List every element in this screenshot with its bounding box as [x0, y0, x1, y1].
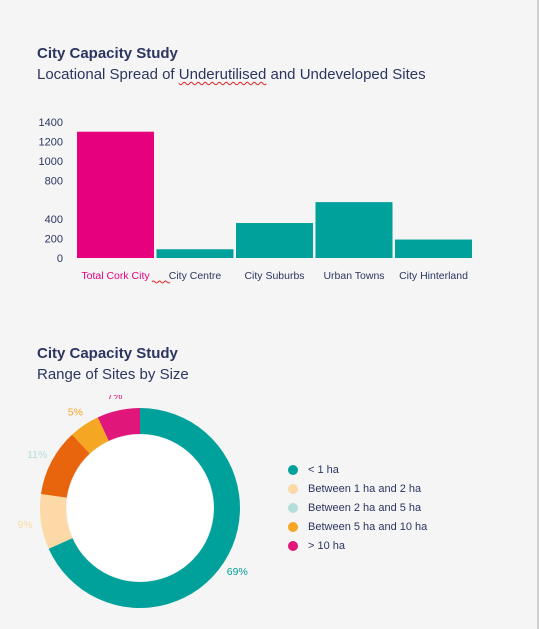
donut-legend: < 1 ha Between 1 ha and 2 ha Between 2 ha …: [288, 460, 427, 555]
slice-value-label: 5%: [68, 407, 83, 419]
bar-chart-subtitle: Locational Spread of Underutilised and U…: [37, 66, 426, 83]
page-edge: [537, 0, 539, 629]
x-tick-label: Urban Towns: [323, 270, 384, 282]
bar: [315, 202, 393, 258]
y-tick-label: 800: [45, 175, 63, 187]
spellcheck-underline: [151, 280, 171, 284]
legend-entry: Between 5 ha and 10 ha: [288, 517, 427, 536]
legend-entry: Between 1 ha and 2 ha: [288, 479, 427, 498]
bar-chart-title: City Capacity Study: [37, 45, 178, 62]
bar: [236, 223, 313, 258]
legend-label: > 10 ha: [308, 539, 346, 552]
x-tick-label: Total Cork City: [81, 270, 150, 282]
donut-chart-title: City Capacity Study: [37, 345, 178, 362]
bar: [77, 131, 154, 258]
legend-swatch: [288, 540, 298, 551]
y-tick-label: 200: [45, 234, 63, 246]
y-tick-label: 0: [57, 253, 63, 265]
subtitle-part: Locational Spread of: [37, 66, 179, 83]
slice-value-label: 7%: [107, 395, 122, 402]
legend-label: < 1 ha: [308, 463, 339, 476]
bar: [395, 239, 472, 258]
donut-chart-subtitle: Range of Sites by Size: [37, 366, 189, 383]
donut-slice: [72, 417, 109, 454]
bar-chart: 0 200 400 800 1000 1200 1400 Total Cork City Cit…: [39, 117, 472, 284]
donut-slice: [40, 494, 73, 549]
legend-swatch: [288, 464, 298, 475]
legend-entry: Between 2 ha and 5 ha: [288, 498, 427, 517]
legend-swatch: [288, 502, 298, 513]
legend-swatch: [288, 521, 298, 532]
slice-value-label: 69%: [227, 566, 248, 578]
bar: [156, 249, 234, 258]
legend-swatch: [288, 483, 298, 494]
y-tick-label: 1400: [39, 117, 63, 129]
legend-entry: < 1 ha: [288, 460, 427, 479]
legend-label: Between 5 ha and 10 ha: [308, 520, 428, 533]
donut-hole: [67, 435, 213, 581]
x-tick-label: City Suburbs: [244, 270, 304, 282]
subtitle-part-spellcheck: Underutilised: [178, 66, 267, 83]
donut-slice: [97, 408, 140, 441]
subtitle-part: and Undeveloped Sites: [266, 66, 426, 83]
legend-label: Between 2 ha and 5 ha: [308, 501, 422, 514]
slice-value-label: 9%: [18, 519, 33, 531]
legend-entry: > 10 ha: [288, 536, 427, 555]
y-tick-label: 400: [45, 214, 63, 226]
x-tick-label: City Hinterland: [399, 270, 468, 282]
y-tick-label: 1200: [39, 136, 63, 148]
x-tick-label: City Centre: [169, 270, 222, 282]
y-tick-label: 1000: [39, 156, 63, 168]
slice-value-label: 11%: [27, 449, 47, 461]
legend-label: Between 1 ha and 2 ha: [308, 482, 422, 495]
donut-slice: [40, 434, 90, 498]
donut-chart: 69% 9% 11% 5% 7%: [18, 395, 248, 608]
